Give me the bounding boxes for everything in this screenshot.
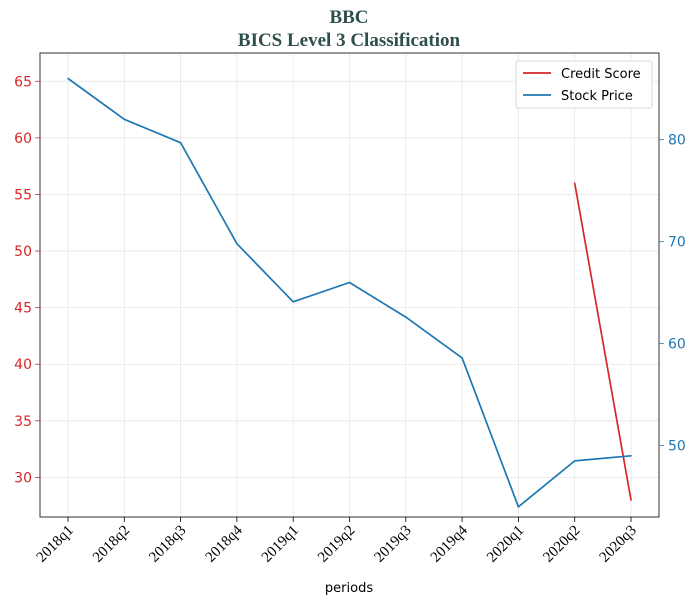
left-y-tick-label: 60	[14, 131, 32, 147]
x-axis: 2018q1 2018q2 2018q3 2018q4 2019q1 2019q2 2019…	[34, 517, 640, 566]
data-point-stock-price	[517, 506, 520, 508]
left-y-tick-label: 45	[14, 301, 32, 317]
data-point-stock-price	[67, 77, 69, 80]
left-y-tick-label: 40	[14, 357, 32, 373]
x-tick-label: 2018q1	[34, 523, 77, 566]
data-point-stock-price	[573, 460, 576, 462]
left-y-axis: 30 35 40 45 50 55 60 65	[14, 74, 40, 486]
left-y-tick-label: 50	[14, 244, 32, 260]
x-tick-label: 2019q3	[371, 523, 414, 566]
data-point-credit-score	[630, 499, 632, 501]
x-tick-label: 2019q1	[259, 523, 302, 566]
data-point-stock-price	[236, 242, 238, 245]
x-tick-label: 2019q4	[428, 522, 471, 565]
chart-subtitle: BICS Level 3 Classification	[238, 30, 461, 51]
left-y-tick-label: 35	[14, 414, 32, 430]
right-y-tick-label: 70	[668, 235, 686, 251]
left-y-tick-label: 55	[14, 187, 32, 203]
x-tick-label: 2019q2	[315, 523, 358, 566]
right-y-tick-label: 50	[668, 439, 686, 455]
data-point-stock-price	[461, 357, 463, 359]
data-point-stock-price	[630, 455, 632, 457]
data-point-stock-price	[179, 141, 182, 144]
grid	[40, 53, 659, 517]
x-tick-label: 2020q3	[597, 523, 640, 566]
data-point-credit-score	[573, 182, 576, 184]
right-y-tick-label: 60	[668, 337, 686, 353]
chart-title: BBC	[329, 7, 368, 28]
left-y-tick-label: 65	[14, 74, 32, 90]
right-y-tick-label: 80	[668, 133, 686, 149]
legend-label-credit-score: Credit Score	[561, 67, 641, 82]
x-axis-label: periods	[325, 581, 373, 596]
series-line-credit-score	[573, 182, 632, 501]
x-tick-label: 2018q3	[146, 523, 189, 566]
x-tick-label: 2020q1	[484, 523, 527, 566]
x-tick-label: 2018q2	[90, 523, 133, 566]
left-y-tick-label: 30	[14, 470, 32, 486]
x-tick-label: 2020q2	[540, 523, 583, 566]
right-y-axis: 50 60 70 80	[659, 133, 686, 455]
data-point-stock-price	[405, 316, 407, 318]
data-point-stock-price	[123, 118, 126, 121]
legend: Credit Score Stock Price	[515, 60, 653, 109]
legend-label-stock-price: Stock Price	[561, 89, 633, 104]
series-lines	[67, 77, 632, 508]
x-tick-label: 2018q4	[203, 522, 246, 565]
data-point-stock-price	[348, 281, 351, 284]
data-point-stock-price	[292, 301, 295, 303]
